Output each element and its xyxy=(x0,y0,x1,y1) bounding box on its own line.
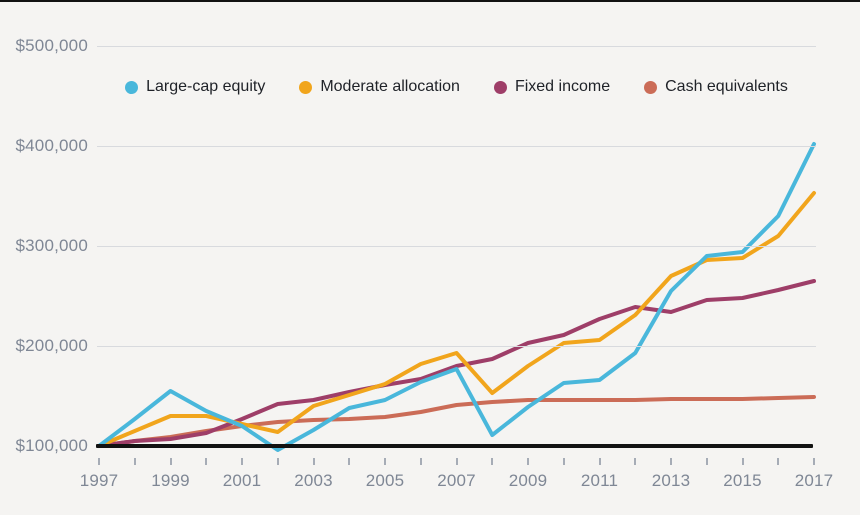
y-axis-label: $500,000 xyxy=(15,36,88,55)
x-axis-tick xyxy=(98,458,100,465)
x-axis-tick xyxy=(598,458,601,465)
x-axis-tick xyxy=(384,458,386,465)
legend-swatch-icon xyxy=(644,80,658,94)
legend-item-moderate-allocation: Moderate allocation xyxy=(299,78,460,96)
x-axis-label: 1999 xyxy=(151,471,190,490)
x-axis-label: 2003 xyxy=(294,471,333,490)
x-axis-tick xyxy=(419,458,422,465)
x-axis-tick xyxy=(276,458,279,465)
x-axis-tick xyxy=(241,458,243,465)
legend-swatch-icon xyxy=(493,80,507,94)
x-axis-tick xyxy=(348,458,351,465)
x-axis-tick xyxy=(705,458,708,465)
x-axis-tick xyxy=(741,458,744,465)
legend-item-fixed-income: Fixed income xyxy=(493,78,611,96)
x-axis-label: 2015 xyxy=(723,471,762,490)
series-line-fixed-income xyxy=(97,279,816,448)
x-axis-tick xyxy=(670,458,672,465)
x-axis-tick xyxy=(133,458,136,465)
x-axis-tick xyxy=(455,458,458,465)
x-axis-tick xyxy=(527,458,529,465)
gridline xyxy=(97,145,816,147)
legend-label: Fixed income xyxy=(514,78,611,95)
x-axis-label: 2011 xyxy=(580,471,619,490)
x-axis-label: 2013 xyxy=(651,471,691,490)
x-axis-label: 2009 xyxy=(508,471,548,490)
legend-label: Large-cap equity xyxy=(146,78,266,95)
series-line-large-cap-equity xyxy=(97,142,816,452)
series-line-moderate-allocation xyxy=(97,191,816,448)
x-axis-label: 2001 xyxy=(222,471,262,490)
x-axis-tick xyxy=(634,458,637,465)
x-axis-tick xyxy=(813,458,815,465)
legend-item-large-cap-equity: Large-cap equity xyxy=(125,78,265,96)
baseline-100k xyxy=(96,444,813,448)
chart-legend: Large-cap equity Moderate allocation Fixed… xyxy=(97,78,816,96)
gridline xyxy=(97,345,816,347)
gridline xyxy=(97,245,816,247)
x-axis-tick xyxy=(491,458,494,465)
legend-item-cash-equivalents: Cash equivalents xyxy=(644,78,788,96)
x-axis-label: 1997 xyxy=(79,471,119,490)
legend-label: Moderate allocation xyxy=(320,78,460,95)
legend-label: Cash equivalents xyxy=(665,78,788,95)
series-line-cash-equivalents xyxy=(97,395,816,448)
x-axis-tick xyxy=(562,458,565,465)
y-axis-label: $400,000 xyxy=(15,136,88,155)
legend-swatch-icon xyxy=(299,80,313,94)
y-axis-label: $100,000 xyxy=(15,436,88,455)
x-axis-tick xyxy=(205,458,208,465)
x-axis-label: 2005 xyxy=(365,471,405,490)
y-axis-label: $300,000 xyxy=(15,236,88,255)
x-axis-tick xyxy=(169,458,172,465)
y-axis-label: $200,000 xyxy=(15,336,88,355)
x-axis-tick xyxy=(312,458,315,465)
gridline xyxy=(97,45,816,47)
x-axis-tick xyxy=(777,458,780,465)
x-axis-label: 2007 xyxy=(437,471,476,490)
legend-swatch-icon xyxy=(125,80,139,94)
x-axis-label: 2017 xyxy=(794,471,834,490)
